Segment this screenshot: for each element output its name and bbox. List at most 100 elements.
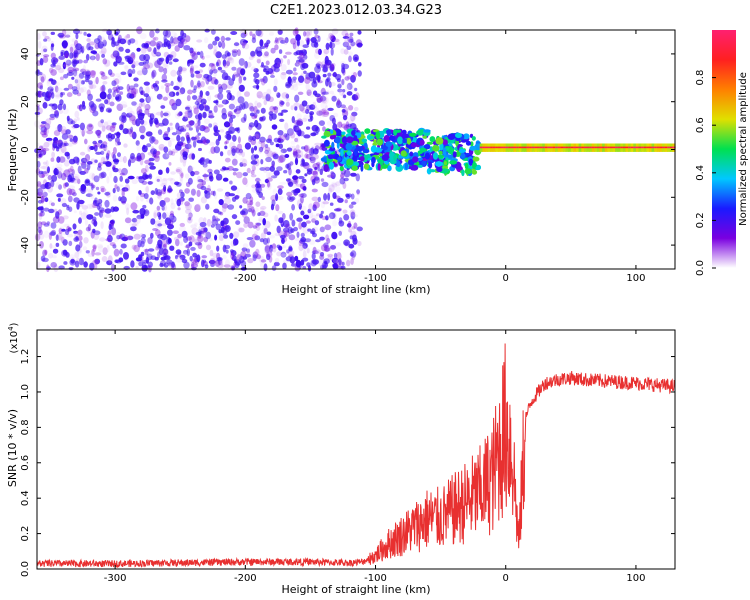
spectrogram-cell xyxy=(323,258,330,265)
spectrogram-cell xyxy=(312,104,318,109)
spectrogram-cell xyxy=(153,36,159,41)
spectrogram-cell xyxy=(319,95,327,102)
spectrogram-cell xyxy=(240,157,245,164)
spectrogram-cell xyxy=(294,188,301,194)
spectrogram-cell xyxy=(209,65,216,71)
spectrogram-cell xyxy=(280,148,287,154)
spectrogram-cell xyxy=(309,230,315,234)
spectrogram-cell xyxy=(290,263,297,267)
spectrogram-cell xyxy=(289,256,296,264)
spectrogram-cell xyxy=(93,264,98,269)
spectrogram-cell xyxy=(531,146,535,149)
spectrogram-cell xyxy=(323,139,330,147)
spectrogram-cell xyxy=(276,62,282,68)
spectrogram-cell xyxy=(330,35,336,43)
spectrogram-cell xyxy=(66,168,73,173)
spectrogram-cell xyxy=(576,146,580,149)
spectrogram-cell xyxy=(233,241,237,247)
spectrogram-cell xyxy=(251,184,257,189)
spectrogram-cell xyxy=(283,133,288,138)
spectrogram-cell xyxy=(115,96,120,100)
spectrogram-cell xyxy=(170,171,176,175)
spectrogram-cell xyxy=(139,119,145,125)
spectrogram-cell xyxy=(37,183,42,188)
spectrogram-cell xyxy=(60,145,67,154)
spectrogram-cell xyxy=(165,56,170,64)
spectrogram-cell xyxy=(162,133,169,140)
spectrogram-cell xyxy=(187,120,194,125)
spectrogram-cell xyxy=(41,133,48,138)
spectrogram-cell xyxy=(36,151,43,159)
spectrogram-cell xyxy=(149,30,155,38)
spectrogram-cell xyxy=(72,156,80,164)
spectrogram-cell xyxy=(144,103,151,111)
spectrogram-cell xyxy=(75,236,79,241)
spectrogram-cell xyxy=(256,222,262,226)
x-tick-label: -200 xyxy=(234,573,257,584)
spectrogram-cell xyxy=(60,125,67,134)
spectrogram-cell xyxy=(565,146,569,149)
spectrogram-cell xyxy=(350,74,356,83)
spectrogram-cell xyxy=(233,72,240,78)
spectrogram-cell xyxy=(56,193,64,198)
spectrogram-cell xyxy=(442,147,447,156)
spectrogram-cell xyxy=(149,113,155,121)
spectrogram-cell xyxy=(162,212,167,220)
spectrogram-cell xyxy=(99,91,107,100)
spectrogram-cell xyxy=(458,149,466,153)
spectrogram-cell xyxy=(39,210,45,217)
spectrogram-cell xyxy=(303,114,310,121)
spectrogram-cell xyxy=(352,72,358,78)
spectrogram-cell xyxy=(156,150,161,156)
spectrogram-cell xyxy=(223,121,231,128)
spectrogram-cell xyxy=(194,222,198,226)
spectrogram-cell xyxy=(336,252,342,260)
spectrogram-cell xyxy=(497,146,502,149)
spectrogram-cell xyxy=(185,132,190,139)
spectrogram-cell xyxy=(139,125,146,134)
spectrogram-cell xyxy=(297,175,305,180)
spectrogram-cell xyxy=(371,156,376,164)
spectrogram-cell xyxy=(215,138,220,146)
spectrogram-cell xyxy=(401,129,407,135)
spectrogram-cell xyxy=(266,251,273,257)
spectrogram-cell xyxy=(300,195,304,204)
spectrogram-cell xyxy=(288,181,294,188)
spectrogram-cell xyxy=(114,132,121,136)
spectrogram-cell xyxy=(143,81,150,86)
spectrogram-cell xyxy=(266,177,273,182)
spectrogram-cell xyxy=(247,102,254,110)
spectrogram-cell xyxy=(246,237,254,241)
spectrogram-cell xyxy=(113,175,118,184)
spectrogram-cell xyxy=(602,146,606,149)
spectrogram-cell xyxy=(224,157,231,163)
spectrogram-cell xyxy=(56,146,60,152)
spectrogram-cell xyxy=(48,208,55,214)
spectrogram-cell xyxy=(51,57,58,65)
spectrogram-cell xyxy=(255,46,262,54)
spectrogram-cell xyxy=(186,124,192,128)
spectrogram-cell xyxy=(50,222,57,229)
spectrogram-cell xyxy=(167,185,172,193)
spectrogram-cell xyxy=(202,227,208,233)
spectrogram-cell xyxy=(302,44,309,48)
spectrogram-cell xyxy=(246,205,253,212)
spectrogram-cell xyxy=(44,35,50,40)
spectrogram-cell xyxy=(241,102,246,110)
spectrogram-cell xyxy=(226,93,230,100)
spectrogram-cell xyxy=(251,37,257,44)
spectrogram-cell xyxy=(326,90,330,96)
spectrogram-cell xyxy=(447,146,454,155)
spectrogram-cell xyxy=(169,245,175,251)
spectrogram-cell xyxy=(152,37,156,41)
spectrogram-cell xyxy=(175,182,182,187)
spectrogram-cell xyxy=(185,202,190,209)
spectrogram-cell xyxy=(190,79,194,88)
spectrogram-cell xyxy=(38,233,45,240)
spectrogram-cell xyxy=(285,223,291,229)
spectrogram-cell xyxy=(37,221,43,229)
spectrogram-cell xyxy=(190,73,195,78)
spectrogram-cell xyxy=(131,68,136,74)
spectrogram-cell xyxy=(263,99,268,106)
spectrogram-cell xyxy=(287,226,293,234)
